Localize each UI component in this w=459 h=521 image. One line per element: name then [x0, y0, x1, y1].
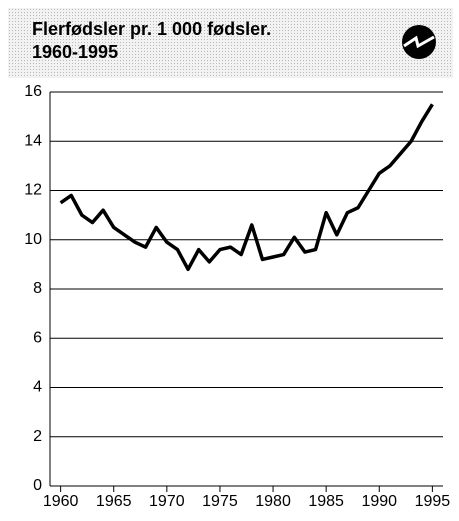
y-tick-label: 6 [33, 329, 42, 346]
data-line [59, 103, 434, 272]
x-tick-label: 1985 [308, 493, 344, 510]
x-tick-label: 1970 [149, 493, 185, 510]
chart-title: Flerfødsler pr. 1 000 fødsler. [32, 19, 271, 39]
y-tick-label: 2 [33, 428, 42, 445]
y-tick-label: 12 [24, 182, 42, 199]
y-tick-label: 0 [33, 477, 42, 494]
x-tick-label: 1960 [43, 493, 79, 510]
y-tick-label: 10 [24, 231, 42, 248]
y-tick-label: 8 [33, 280, 42, 297]
y-tick-label: 14 [24, 132, 42, 149]
x-tick-label: 1965 [96, 493, 132, 510]
chart-subtitle: 1960-1995 [32, 42, 118, 62]
x-tick-label: 1990 [361, 493, 397, 510]
y-tick-label: 4 [33, 379, 42, 396]
x-tick-label: 1980 [255, 493, 291, 510]
title-background [8, 8, 453, 78]
x-tick-label: 1995 [415, 493, 451, 510]
logo [402, 25, 436, 59]
x-tick-label: 1975 [202, 493, 238, 510]
y-tick-label: 16 [24, 83, 42, 100]
